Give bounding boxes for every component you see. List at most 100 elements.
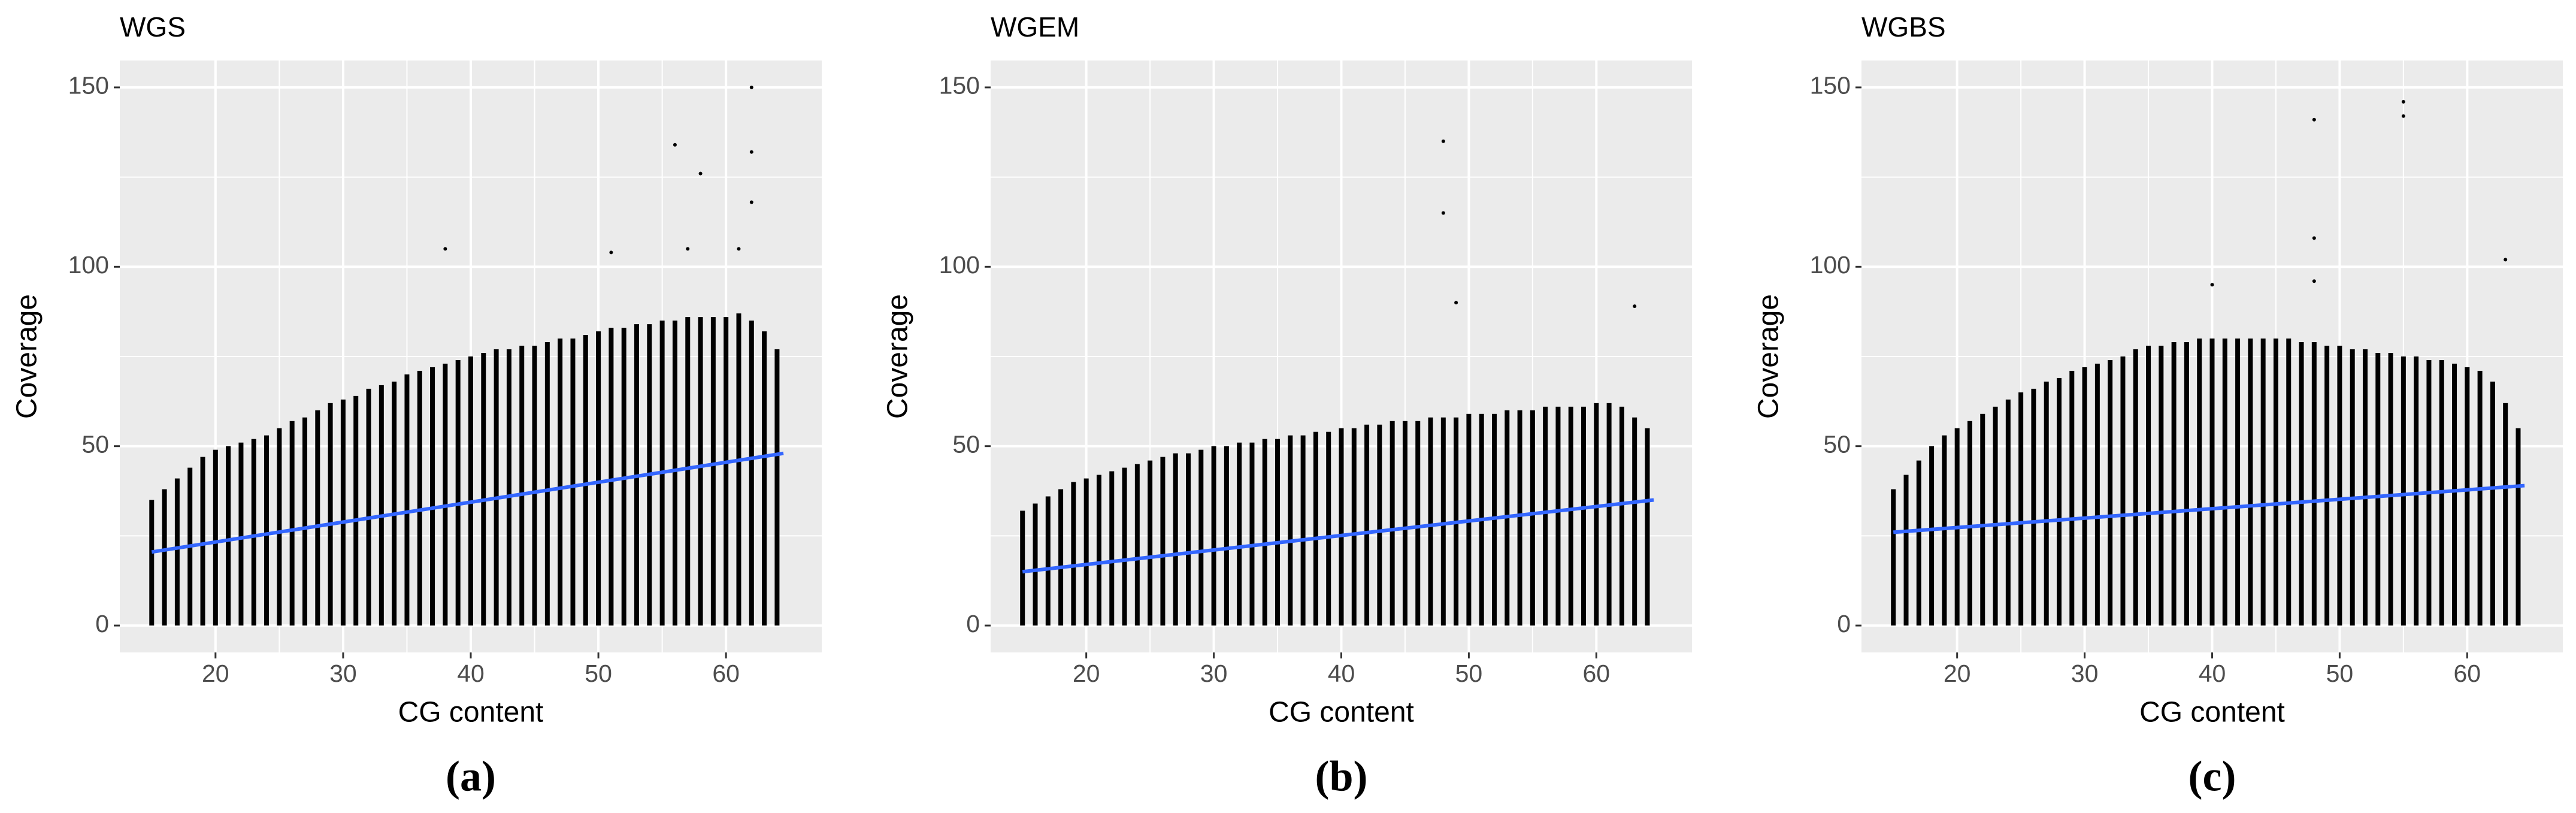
x-tick-label: 30 [1200, 660, 1228, 687]
point-column [1390, 421, 1395, 626]
outlier-point [1633, 304, 1637, 309]
point-column [2133, 349, 2138, 626]
outlier-point [698, 171, 703, 176]
point-column [1211, 446, 1216, 626]
point-column [532, 346, 537, 626]
point-column [494, 349, 499, 626]
x-tick-label: 60 [1583, 660, 1611, 687]
x-tick-label: 40 [2199, 660, 2226, 687]
point-column [1020, 510, 1025, 626]
point-column [2490, 381, 2495, 626]
point-column [698, 317, 703, 626]
x-tick-label: 30 [2071, 660, 2099, 687]
panel: 0 50 100 150 20 30 40 50 60 WGS CG content Coverage… [11, 11, 822, 800]
point-column [1581, 406, 1587, 626]
point-column [1033, 503, 1038, 626]
outlier-point [1454, 301, 1458, 305]
point-column [392, 381, 397, 626]
point-column [2222, 339, 2227, 626]
point-column [2452, 363, 2457, 626]
point-column [2044, 381, 2049, 626]
point-column [736, 313, 741, 626]
point-column [2375, 353, 2381, 626]
outlier-point [749, 85, 753, 89]
point-column [1440, 417, 1446, 626]
point-column [2350, 349, 2355, 626]
point-column [2094, 363, 2100, 626]
point-column [685, 317, 691, 626]
point-column [2516, 428, 2521, 626]
point-column [340, 399, 346, 626]
point-column [2299, 342, 2304, 626]
y-tick-label: 100 [68, 251, 109, 279]
point-column [609, 328, 614, 626]
point-column [570, 339, 576, 626]
outlier-point [2312, 236, 2316, 240]
panel-title: WGS [120, 11, 186, 43]
point-column [404, 374, 410, 626]
point-column [2311, 342, 2317, 626]
point-column [1300, 435, 1306, 626]
point-column [1606, 403, 1612, 626]
point-column [2197, 339, 2202, 626]
point-column [1993, 406, 1998, 626]
point-column [1916, 460, 1921, 626]
point-column [596, 331, 601, 626]
point-column [264, 435, 270, 626]
point-column [1402, 421, 1407, 626]
point-column [2388, 353, 2393, 626]
x-axis-label: CG content [398, 697, 544, 729]
point-column [2401, 356, 2406, 626]
point-column [277, 428, 282, 626]
x-tick-label: 20 [202, 660, 229, 687]
y-tick-label: 0 [1837, 610, 1851, 637]
point-column [2477, 370, 2483, 626]
point-column [519, 346, 525, 626]
point-column [1058, 489, 1064, 626]
point-column [366, 388, 371, 626]
outlier-point [2401, 99, 2405, 104]
point-column [417, 370, 422, 626]
point-column [481, 353, 486, 626]
point-column [1377, 424, 1382, 626]
y-tick-label: 50 [81, 431, 109, 458]
point-column [1237, 442, 1242, 626]
point-column [2273, 339, 2278, 626]
outlier-point [1441, 139, 1445, 143]
x-tick-label: 20 [1073, 660, 1100, 687]
point-column [1148, 460, 1153, 626]
point-column [315, 410, 320, 626]
point-column [762, 331, 767, 626]
point-column [1045, 496, 1051, 626]
point-column [1891, 489, 1896, 626]
point-column [710, 317, 716, 626]
point-column [2362, 349, 2368, 626]
y-tick-label: 50 [952, 431, 980, 458]
point-column [1288, 435, 1293, 626]
point-column [468, 356, 473, 626]
point-column [2005, 399, 2011, 626]
panel-caption: (c) [2188, 752, 2236, 800]
point-column [328, 403, 333, 626]
point-column [2235, 339, 2241, 626]
outlier-point [749, 150, 753, 154]
point-column [2082, 367, 2087, 626]
outlier-point [609, 250, 613, 255]
point-column [2503, 403, 2508, 626]
point-column [544, 342, 550, 626]
point-column [226, 446, 231, 626]
point-column [251, 439, 256, 626]
point-column [1326, 431, 1331, 626]
point-column [302, 417, 307, 626]
point-column [353, 395, 359, 626]
point-column [2057, 377, 2062, 626]
point-column [213, 449, 218, 626]
point-column [1186, 453, 1191, 626]
point-column [2286, 339, 2292, 626]
outlier-point [686, 247, 690, 251]
point-column [289, 421, 295, 626]
point-column [1555, 406, 1561, 626]
point-column [1594, 403, 1599, 626]
point-column [2260, 339, 2266, 626]
point-column [1122, 467, 1127, 626]
